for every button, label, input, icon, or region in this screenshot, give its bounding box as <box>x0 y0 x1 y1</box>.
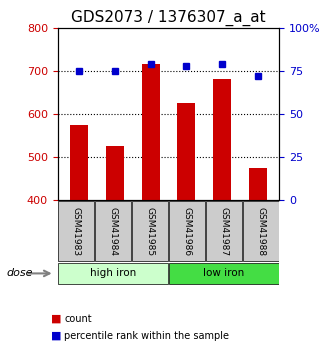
FancyBboxPatch shape <box>243 201 279 261</box>
Text: low iron: low iron <box>203 268 245 278</box>
FancyBboxPatch shape <box>169 201 205 261</box>
Text: count: count <box>64 314 92 324</box>
Bar <box>213 79 231 200</box>
Text: GSM41986: GSM41986 <box>182 207 192 256</box>
FancyBboxPatch shape <box>206 201 242 261</box>
FancyBboxPatch shape <box>169 263 279 284</box>
Text: GSM41988: GSM41988 <box>256 207 265 256</box>
Text: high iron: high iron <box>90 268 136 278</box>
Title: GDS2073 / 1376307_a_at: GDS2073 / 1376307_a_at <box>71 10 266 26</box>
Bar <box>249 168 267 200</box>
Text: ■: ■ <box>50 314 61 324</box>
FancyBboxPatch shape <box>132 201 168 261</box>
Text: percentile rank within the sample: percentile rank within the sample <box>64 331 229 341</box>
Text: GSM41984: GSM41984 <box>108 207 118 256</box>
Text: GSM41985: GSM41985 <box>145 207 155 256</box>
FancyBboxPatch shape <box>58 263 168 284</box>
Text: ■: ■ <box>50 331 61 341</box>
Text: dose: dose <box>6 268 33 278</box>
Bar <box>142 64 160 200</box>
Bar <box>106 146 124 200</box>
Bar <box>178 103 195 200</box>
Text: GSM41983: GSM41983 <box>72 207 81 256</box>
Text: GSM41987: GSM41987 <box>219 207 229 256</box>
FancyBboxPatch shape <box>95 201 131 261</box>
Bar <box>70 125 88 200</box>
FancyBboxPatch shape <box>58 201 94 261</box>
